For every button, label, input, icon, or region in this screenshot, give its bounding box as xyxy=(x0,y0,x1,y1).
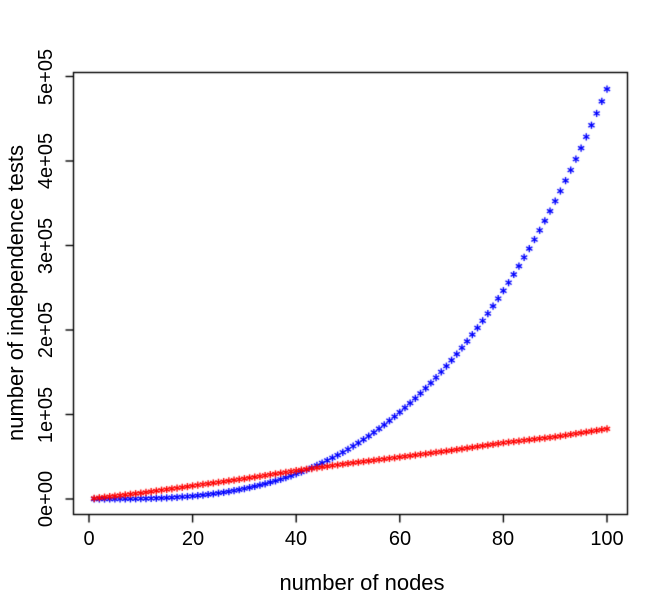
x-tick-label: 0 xyxy=(83,528,95,550)
y-tick-label: 2e+05 xyxy=(35,301,57,359)
x-tick-label: 80 xyxy=(491,528,515,550)
x-tick-label: 100 xyxy=(590,528,624,550)
y-tick-label: 0e+00 xyxy=(35,470,57,528)
y-axis-title: number of independence tests xyxy=(3,145,28,441)
y-tick-label: 3e+05 xyxy=(35,217,57,275)
y-tick-label: 1e+05 xyxy=(35,386,57,444)
x-tick-label: 20 xyxy=(181,528,205,550)
y-tick-label: 5e+05 xyxy=(35,48,57,106)
x-tick-label: 60 xyxy=(388,528,412,550)
x-tick-label: 40 xyxy=(284,528,308,550)
x-axis-title: number of nodes xyxy=(279,570,445,595)
y-tick-label: 4e+05 xyxy=(35,132,57,190)
